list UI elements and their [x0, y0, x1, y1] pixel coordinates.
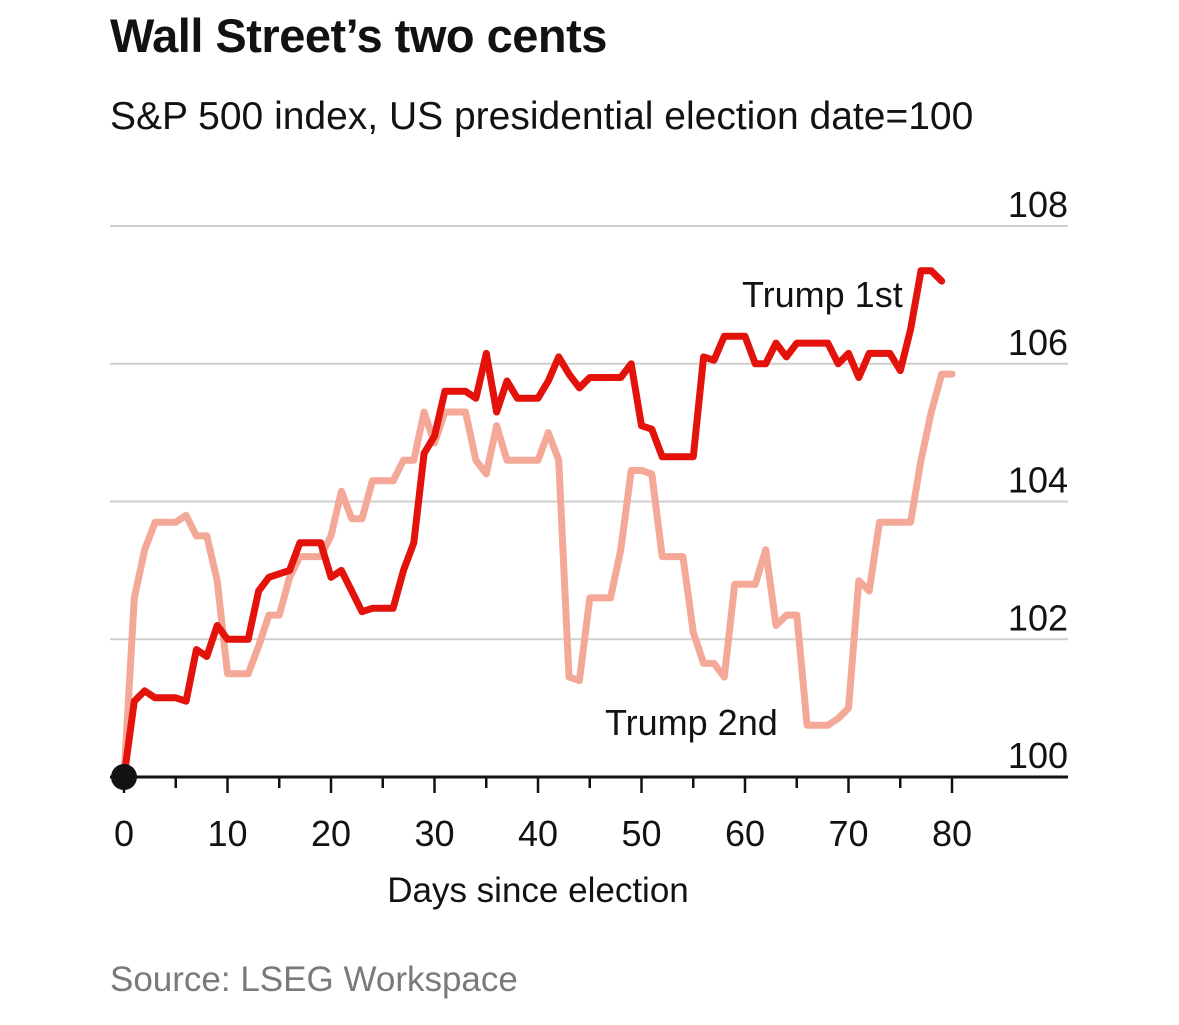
x-tick-label-40: 40	[518, 813, 558, 854]
x-tick-label-30: 30	[414, 813, 454, 854]
chart-title: Wall Street’s two cents	[110, 9, 607, 62]
x-tick-label-80: 80	[932, 813, 972, 854]
source-note: Source: LSEG Workspace	[110, 960, 518, 999]
x-tick-label-10: 10	[207, 813, 247, 854]
y-tick-label-100: 100	[1008, 735, 1068, 776]
x-tick-label-50: 50	[621, 813, 661, 854]
y-tick-label-106: 106	[1008, 322, 1068, 363]
x-tick-label-70: 70	[828, 813, 868, 854]
series-labels: Trump 1st Trump 2nd	[605, 274, 903, 743]
x-tick-label-60: 60	[725, 813, 765, 854]
series-label-trump-1st: Trump 1st	[742, 274, 903, 315]
x-tick-label-20: 20	[311, 813, 351, 854]
y-tick-label-104: 104	[1008, 460, 1068, 501]
y-tick-label-108: 108	[1008, 184, 1068, 225]
data-series	[120, 267, 956, 781]
origin-marker	[111, 764, 137, 790]
x-tick-label-0: 0	[114, 813, 134, 854]
chart-subtitle: S&P 500 index, US presidential election …	[110, 95, 974, 138]
series-line-trump-2nd	[120, 370, 956, 781]
series-label-trump-2nd: Trump 2nd	[605, 702, 778, 743]
x-axis: 0 10 20 30 40 50 60 70 80	[110, 764, 1068, 854]
y-axis-tick-labels: 100 102 104 106 108	[1008, 184, 1068, 776]
x-axis-title: Days since election	[387, 871, 689, 910]
gridlines	[110, 225, 1068, 641]
y-tick-label-102: 102	[1008, 597, 1068, 638]
series-line-trump-1st	[120, 267, 946, 781]
